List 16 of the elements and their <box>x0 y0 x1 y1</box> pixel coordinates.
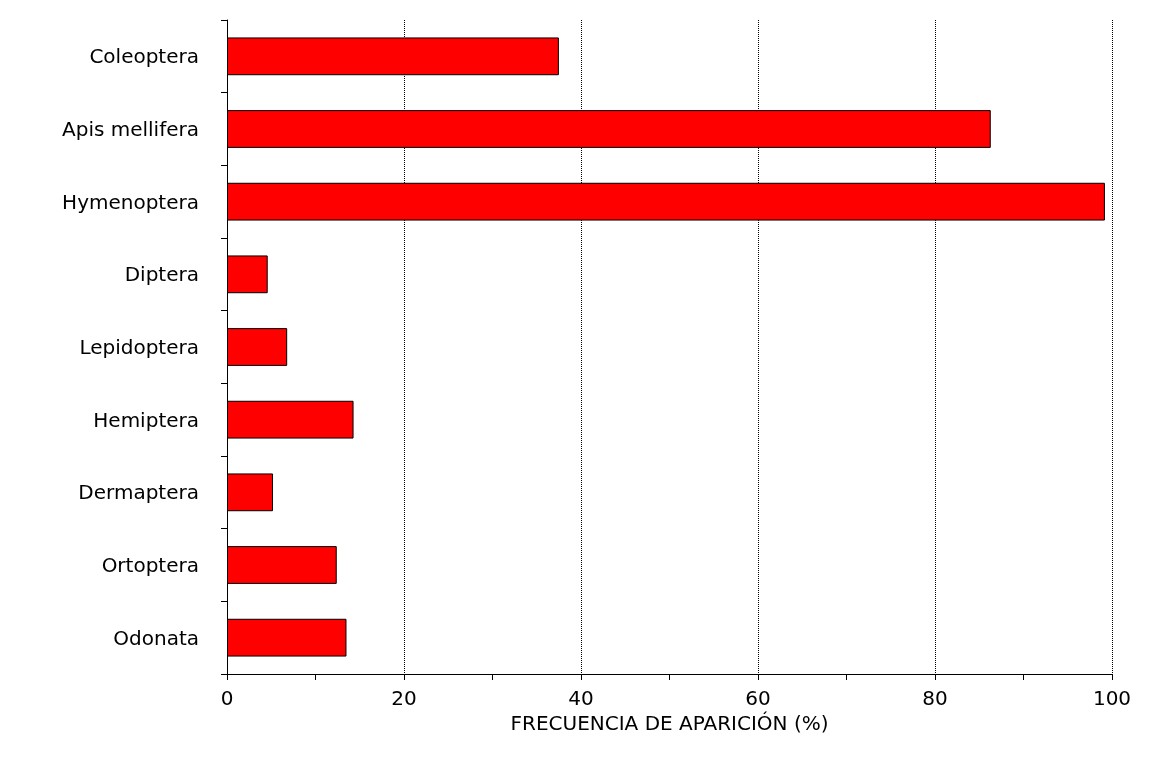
y-tick-label: Apis mellifera <box>62 117 199 141</box>
x-tick-label: 100 <box>1092 686 1132 710</box>
y-tick-label: Odonata <box>113 625 199 650</box>
y-tick-label: Hemiptera <box>93 407 199 432</box>
x-tick-label: 80 <box>922 686 948 710</box>
y-tick-label: Dermaptera <box>78 480 199 505</box>
y-tick-label: Lepidoptera <box>79 335 199 359</box>
x-tick-label: 20 <box>391 686 417 710</box>
y-tick-label: Coleoptera <box>89 44 199 69</box>
y-tick-label: Hymenoptera <box>62 189 199 214</box>
y-tick-label: Diptera <box>124 262 199 287</box>
y-tick-label: Ortoptera <box>101 553 199 577</box>
x-axis-title: FRECUENCIA DE APARICIÓN (%) <box>510 710 829 735</box>
x-tick-label: 40 <box>568 686 594 710</box>
x-tick-label: 60 <box>745 686 771 710</box>
x-tick-label: 0 <box>220 686 234 710</box>
